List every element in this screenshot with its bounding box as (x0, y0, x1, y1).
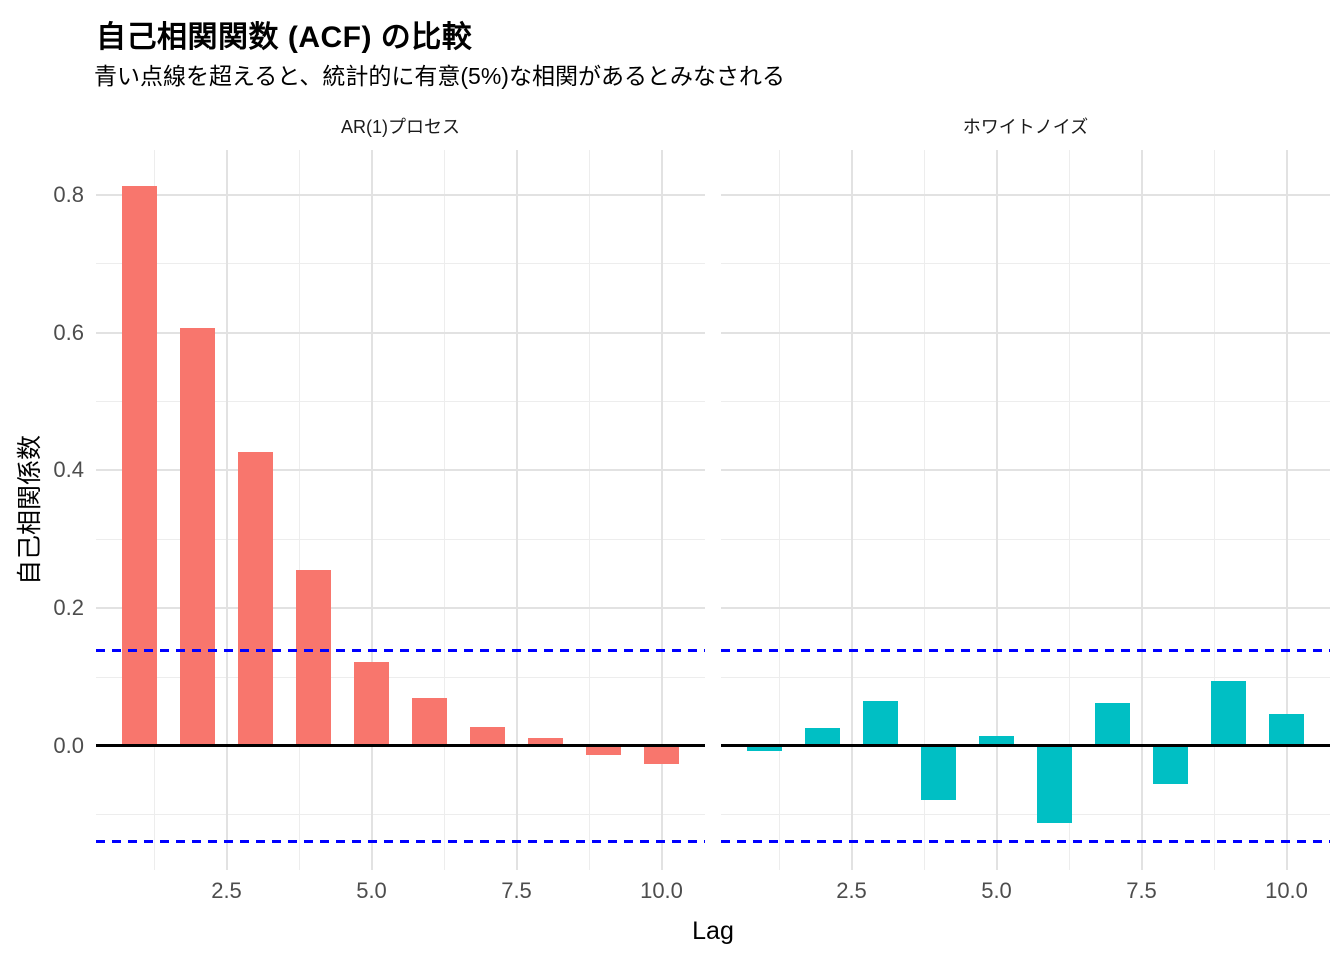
facet-label-ar1-process: AR(1)プロセス (340, 117, 460, 137)
x-tick-label: 10.0 (1265, 878, 1308, 903)
acf-bar (180, 328, 215, 746)
x-tick-label: 5.0 (981, 878, 1012, 903)
gridline-minor-vertical (298, 150, 300, 870)
gridline-minor-vertical (778, 150, 780, 870)
acf-bar (1211, 681, 1246, 746)
x-tick-label: 10.0 (640, 878, 683, 903)
gridline-minor-horizontal (96, 814, 705, 816)
gridline-minor-horizontal (96, 538, 705, 540)
y-tick-label: 0.8 (53, 181, 84, 207)
x-tick-label: 5.0 (356, 878, 387, 903)
acf-bar (1037, 745, 1072, 824)
gridline-minor-horizontal (721, 538, 1330, 540)
x-tick-label: 2.5 (211, 878, 242, 903)
y-axis-title-text: 自己相関係数 (16, 434, 44, 586)
y-tick-label: 0.6 (53, 319, 84, 345)
gridline-major-horizontal (721, 193, 1330, 196)
gridline-major-horizontal (721, 469, 1330, 472)
acf-bar (238, 451, 273, 746)
x-tick-label: 2.5 (836, 878, 867, 903)
gridline-major-vertical (370, 150, 373, 870)
gridline-major-vertical (660, 150, 663, 870)
gridline-major-horizontal (96, 469, 705, 472)
panel-white-noise (721, 150, 1330, 870)
acf-bar (122, 185, 157, 746)
gridline-minor-horizontal (721, 814, 1330, 816)
significance-threshold-line (721, 648, 1330, 652)
zero-line (721, 744, 1330, 748)
acf-bar (1153, 745, 1188, 784)
acf-bar (296, 569, 331, 746)
gridline-major-horizontal (96, 607, 705, 610)
significance-threshold-line (721, 840, 1330, 844)
acf-bar (979, 735, 1014, 746)
gridline-minor-horizontal (721, 263, 1330, 265)
y-tick-label: 0.2 (53, 595, 84, 621)
zero-line (96, 744, 705, 748)
gridline-minor-vertical (443, 150, 445, 870)
gridline-major-horizontal (721, 331, 1330, 334)
y-tick-label: 0.4 (53, 457, 84, 483)
acf-bar (354, 661, 389, 746)
x-axis-title: Lag (692, 917, 734, 945)
gridline-minor-vertical (923, 150, 925, 870)
gridline-major-horizontal (721, 607, 1330, 610)
acf-bar (528, 738, 563, 746)
gridline-minor-horizontal (721, 676, 1330, 678)
gridline-major-vertical (850, 150, 853, 870)
gridline-minor-horizontal (96, 263, 705, 265)
acf-bar (412, 698, 447, 746)
gridline-minor-horizontal (96, 400, 705, 402)
gridline-major-vertical (1285, 150, 1288, 870)
plot-subtitle: 青い点線を超えると、統計的に有意(5%)な相関があるとみなされる (94, 63, 785, 89)
gridline-minor-vertical (588, 150, 590, 870)
acf-bar (921, 745, 956, 800)
gridline-minor-vertical (1068, 150, 1070, 870)
gridline-major-horizontal (96, 331, 705, 334)
gridline-major-vertical (225, 150, 228, 870)
significance-threshold-line (96, 840, 705, 844)
gridline-major-horizontal (96, 193, 705, 196)
gridline-major-vertical (1140, 150, 1143, 870)
acf-bar (1095, 702, 1130, 746)
plot-title: 自己相関関数 (ACF) の比較 (96, 21, 473, 54)
acf-bar (470, 727, 505, 746)
acf-bar (863, 700, 898, 746)
gridline-minor-vertical (1213, 150, 1215, 870)
gridline-major-vertical (995, 150, 998, 870)
y-tick-label: 0.0 (53, 732, 84, 758)
x-tick-label: 7.5 (1126, 878, 1157, 903)
significance-threshold-line (96, 648, 705, 652)
acf-bar (805, 728, 840, 746)
acf-bar (747, 745, 782, 751)
gridline-minor-horizontal (721, 400, 1330, 402)
facet-label-white-noise: ホワイトノイズ (962, 117, 1089, 137)
acf-bar (644, 745, 679, 764)
gridline-minor-horizontal (96, 676, 705, 678)
x-tick-label: 7.5 (501, 878, 532, 903)
acf-bar (1269, 713, 1304, 746)
acf-bar (586, 745, 621, 755)
panel-ar1-process (96, 150, 705, 870)
gridline-major-vertical (515, 150, 518, 870)
